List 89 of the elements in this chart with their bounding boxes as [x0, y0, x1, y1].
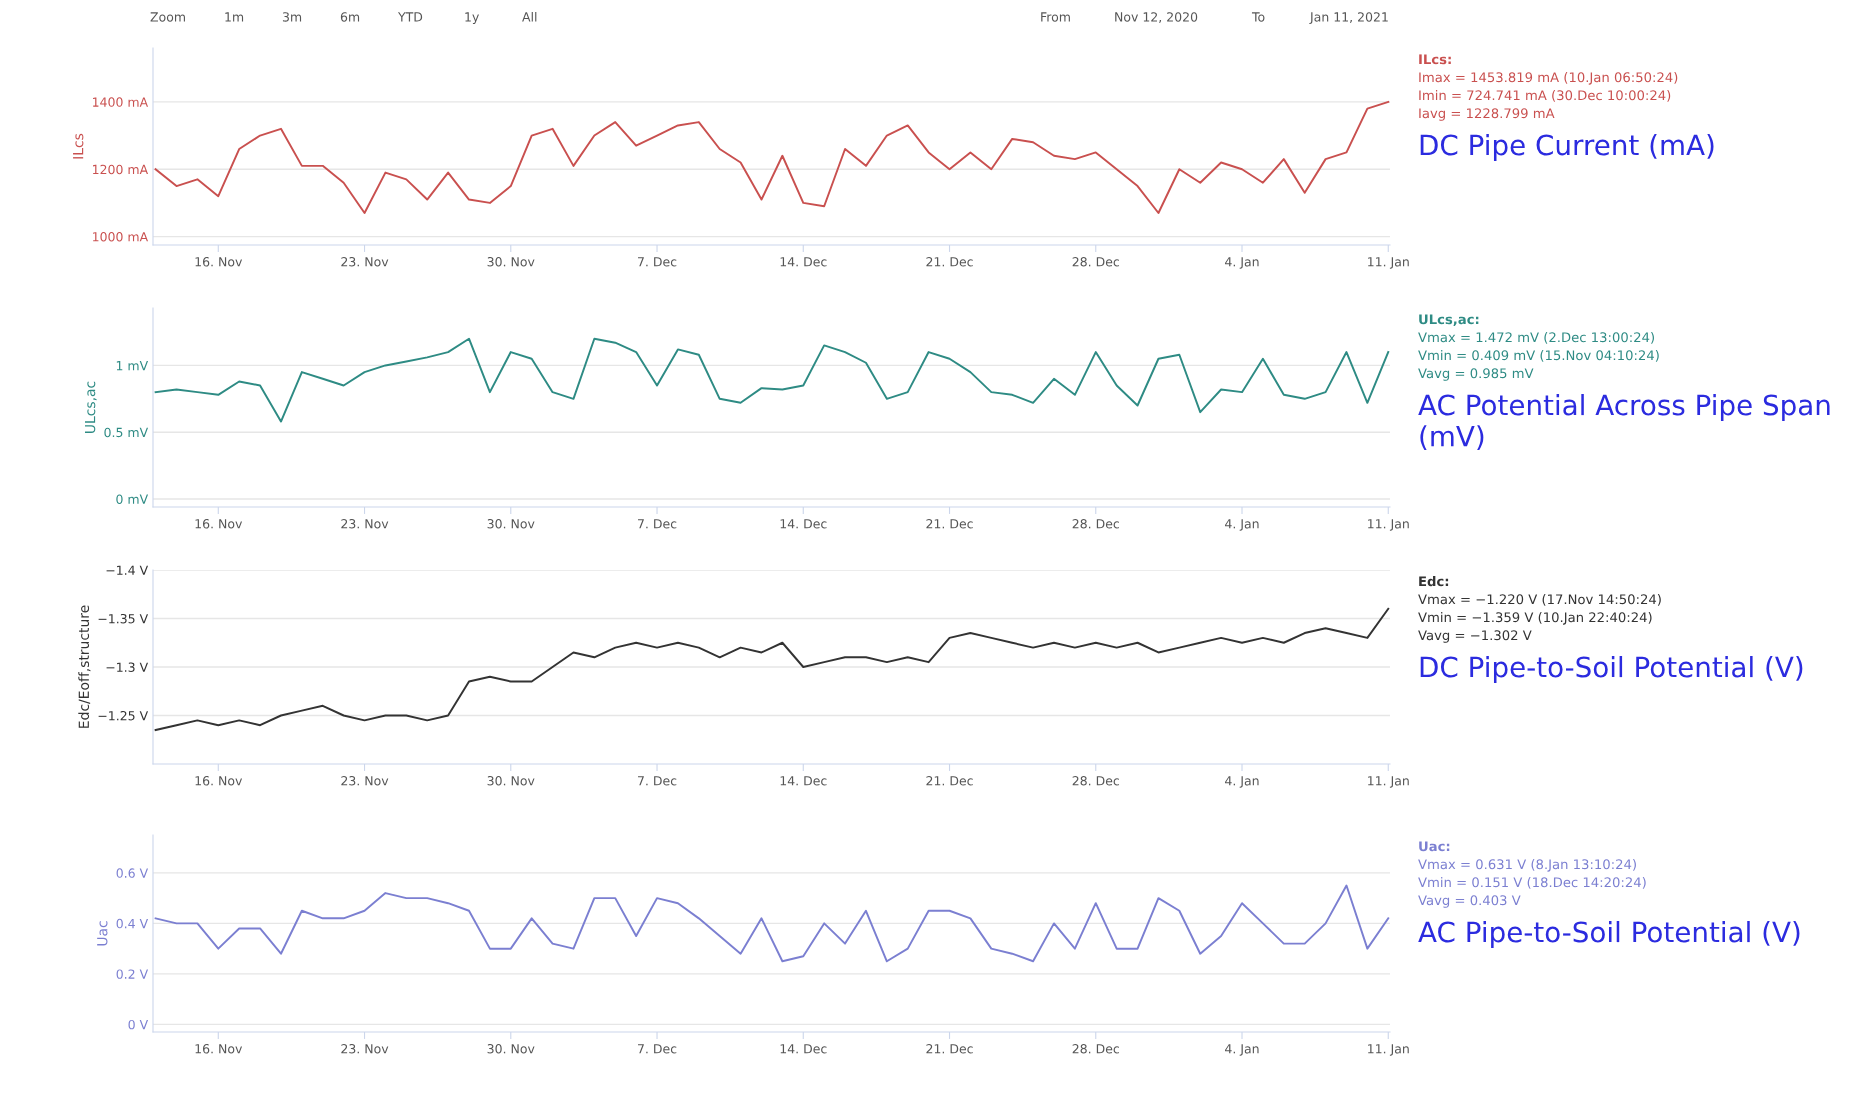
x-tick-label: 16. Nov: [195, 257, 243, 267]
y-axis-title: Edc/Eoff,structure: [78, 605, 91, 728]
x-tick-label: 28. Dec: [1072, 776, 1120, 786]
text: AC Pipe-to-Soil Potential (V): [1418, 921, 1800, 948]
y-tick-label: −1.3 V: [106, 662, 149, 672]
text: 3m: [282, 12, 302, 22]
text: From: [1041, 12, 1070, 22]
text: Vavg = −1.302 V: [1418, 630, 1532, 643]
x-tick-label: 23. Nov: [341, 519, 389, 529]
y-tick-label: 0.4 V: [116, 918, 149, 929]
y-tick-label: 1000 mA: [93, 232, 149, 242]
text: Vmin = −1.359 V (10.Jan 22:40:24): [1418, 612, 1652, 625]
x-tick-label: 28. Dec: [1072, 519, 1120, 529]
text: Jan 11, 2021: [1309, 12, 1388, 24]
y-tick-label: 0 mV: [116, 494, 149, 504]
x-tick-label: 4. Jan: [1225, 1044, 1259, 1056]
x-tick-label: 23. Nov: [341, 257, 389, 267]
x-tick-label: 30. Nov: [487, 776, 535, 786]
text: Vmin = 0.409 mV (15.Nov 04:10:24): [1418, 350, 1659, 362]
text: Vmax = 1.472 mV (2.Dec 13:00:24): [1418, 332, 1654, 344]
y-tick-label: 0.6 V: [116, 868, 149, 878]
x-tick-label: 16. Nov: [195, 1044, 243, 1054]
x-tick-label: 7. Dec: [638, 257, 677, 267]
text: 1y: [465, 12, 479, 25]
x-tick-label: 30. Nov: [487, 1044, 535, 1054]
y-tick-label: −1.25 V: [98, 710, 149, 721]
text: Vavg = 0.985 mV: [1418, 368, 1534, 381]
text: Vmax = −1.220 V (17.Nov 14:50:24): [1418, 594, 1661, 606]
y-tick-label: −1.35 V: [98, 613, 149, 624]
text: YTD: [397, 12, 423, 22]
text: ULcs,ac:: [1419, 314, 1479, 326]
x-tick-label: 23. Nov: [341, 1044, 389, 1054]
x-tick-label: 21. Dec: [926, 257, 973, 267]
x-tick-label: 11. Jan: [1368, 519, 1409, 531]
x-tick-label: 16. Nov: [195, 776, 243, 786]
x-tick-label: 4. Jan: [1225, 519, 1259, 531]
text: Uac:: [1419, 841, 1450, 852]
text: Zoom: [150, 12, 185, 22]
line-series: [154, 884, 1390, 963]
text: Vavg = 0.403 V: [1418, 895, 1521, 908]
x-tick-label: 14. Dec: [780, 519, 827, 529]
text: Edc:: [1419, 576, 1449, 587]
y-tick-label: 0.5 mV: [104, 427, 149, 438]
x-tick-label: 28. Dec: [1072, 257, 1120, 267]
x-tick-label: 11. Jan: [1368, 257, 1409, 269]
text: Vmax = 0.631 V (8.Jan 13:10:24): [1418, 859, 1636, 872]
x-tick-label: 7. Dec: [638, 519, 677, 529]
x-tick-label: 14. Dec: [780, 776, 827, 786]
line-series: [154, 337, 1390, 423]
text: Nov 12, 2020: [1115, 12, 1198, 23]
y-axis-title: Uac: [97, 921, 108, 946]
x-tick-label: 16. Nov: [195, 519, 243, 529]
x-tick-label: 4. Jan: [1225, 257, 1259, 269]
x-tick-label: 28. Dec: [1072, 1044, 1120, 1054]
y-tick-label: 1 mV: [116, 361, 149, 371]
y-tick-label: 1200 mA: [93, 164, 149, 175]
text: 1m: [225, 12, 244, 22]
x-tick-label: 21. Dec: [926, 519, 973, 529]
text: Iavg = 1228.799 mA: [1419, 108, 1555, 121]
line-series: [154, 100, 1390, 214]
x-tick-label: 7. Dec: [638, 776, 677, 786]
y-tick-label: −1.4 V: [106, 565, 149, 575]
x-tick-label: 30. Nov: [487, 519, 535, 529]
x-tick-label: 30. Nov: [487, 257, 535, 267]
text: AC Potential Across Pipe Span (mV): [1418, 394, 1830, 450]
y-tick-label: 1400 mA: [93, 97, 149, 107]
text: Imin = 724.741 mA (30.Dec 10:00:24): [1419, 90, 1671, 102]
y-axis-title: ULcs,ac: [84, 381, 97, 433]
line-series: [154, 607, 1390, 732]
x-tick-label: 11. Jan: [1368, 1044, 1409, 1056]
y-axis-title: ILcs: [73, 133, 84, 159]
x-tick-label: 7. Dec: [638, 1044, 677, 1054]
text: ILcs:: [1419, 54, 1451, 65]
x-tick-label: 11. Jan: [1368, 776, 1409, 788]
x-tick-label: 21. Dec: [926, 1044, 973, 1054]
text: All: [522, 11, 537, 22]
text: 6m: [340, 12, 360, 22]
x-tick-label: 14. Dec: [780, 257, 827, 267]
y-tick-label: 0 V: [128, 1019, 149, 1030]
text: To: [1251, 12, 1265, 22]
text: Imax = 1453.819 mA (10.Jan 06:50:24): [1419, 72, 1678, 85]
text: DC Pipe-to-Soil Potential (V): [1420, 656, 1803, 683]
text: Vmin = 0.151 V (18.Dec 14:20:24): [1418, 877, 1646, 889]
x-tick-label: 14. Dec: [780, 1044, 827, 1054]
x-tick-label: 4. Jan: [1225, 776, 1259, 788]
y-tick-label: 0.2 V: [116, 969, 149, 979]
x-tick-label: 23. Nov: [341, 776, 389, 786]
x-tick-label: 21. Dec: [926, 776, 973, 786]
text: DC Pipe Current (mA): [1420, 134, 1714, 161]
